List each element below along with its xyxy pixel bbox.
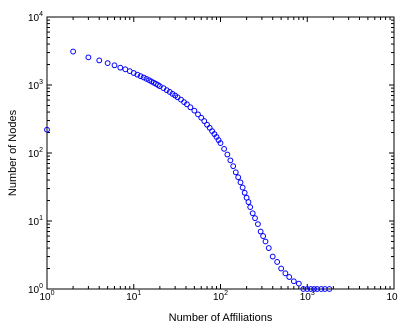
y-tick-label: 100 <box>28 283 43 296</box>
x-tick-label: 103 <box>300 290 315 303</box>
data-point <box>104 60 111 66</box>
x-tick-label: 100 <box>39 290 54 303</box>
data-point <box>137 73 144 80</box>
data-point <box>290 278 297 285</box>
data-point <box>260 233 267 239</box>
data-point <box>235 174 242 181</box>
plot-area <box>46 16 395 290</box>
data-point <box>241 189 248 196</box>
data-point <box>245 199 252 205</box>
data-point <box>232 169 239 176</box>
data-point <box>314 286 321 292</box>
y-tick-label: 102 <box>28 147 43 160</box>
data-point <box>269 253 276 260</box>
data-point <box>230 163 237 170</box>
data-point <box>198 114 205 121</box>
data-point <box>282 270 289 277</box>
data-point <box>295 280 302 287</box>
data-point <box>326 286 333 292</box>
data-point <box>70 48 77 55</box>
data-point <box>274 259 281 265</box>
data-point <box>184 101 190 108</box>
data-point <box>286 274 293 280</box>
data-point <box>255 221 261 228</box>
data-point <box>265 245 272 251</box>
data-point <box>300 286 307 292</box>
x-tick-label: 10 <box>386 292 398 303</box>
data-point <box>247 204 254 211</box>
data-point <box>134 71 141 78</box>
data-point <box>307 286 314 292</box>
data-point <box>318 286 325 292</box>
data-point <box>187 104 194 111</box>
data-point <box>117 64 124 71</box>
data-point <box>249 210 256 217</box>
data-point <box>311 286 318 292</box>
data-point <box>227 157 234 164</box>
data-point <box>191 107 198 114</box>
data-point <box>278 265 285 272</box>
data-point <box>96 57 103 64</box>
data-point <box>85 54 92 61</box>
data-point <box>224 151 231 158</box>
data-point <box>140 74 147 81</box>
data-point <box>221 145 227 152</box>
x-tick-label: 101 <box>126 290 141 303</box>
x-tick-label: 102 <box>213 290 228 303</box>
data-point <box>304 286 311 292</box>
x-axis-label: Number of Affiliations <box>169 312 273 324</box>
data-point <box>195 111 201 118</box>
data-point <box>239 184 246 191</box>
data-point <box>111 62 118 69</box>
y-tick-label: 104 <box>28 11 43 24</box>
data-point <box>217 140 224 146</box>
data-point <box>262 238 269 245</box>
y-axis-label: Number of Nodes <box>7 109 19 196</box>
y-tick-label: 101 <box>28 215 43 228</box>
data-point <box>163 87 170 94</box>
y-tick-label: 103 <box>28 79 43 92</box>
data-point <box>257 228 264 235</box>
data-point <box>237 179 244 186</box>
data-point <box>201 118 208 124</box>
data-point <box>252 215 258 222</box>
data-point <box>44 126 50 133</box>
